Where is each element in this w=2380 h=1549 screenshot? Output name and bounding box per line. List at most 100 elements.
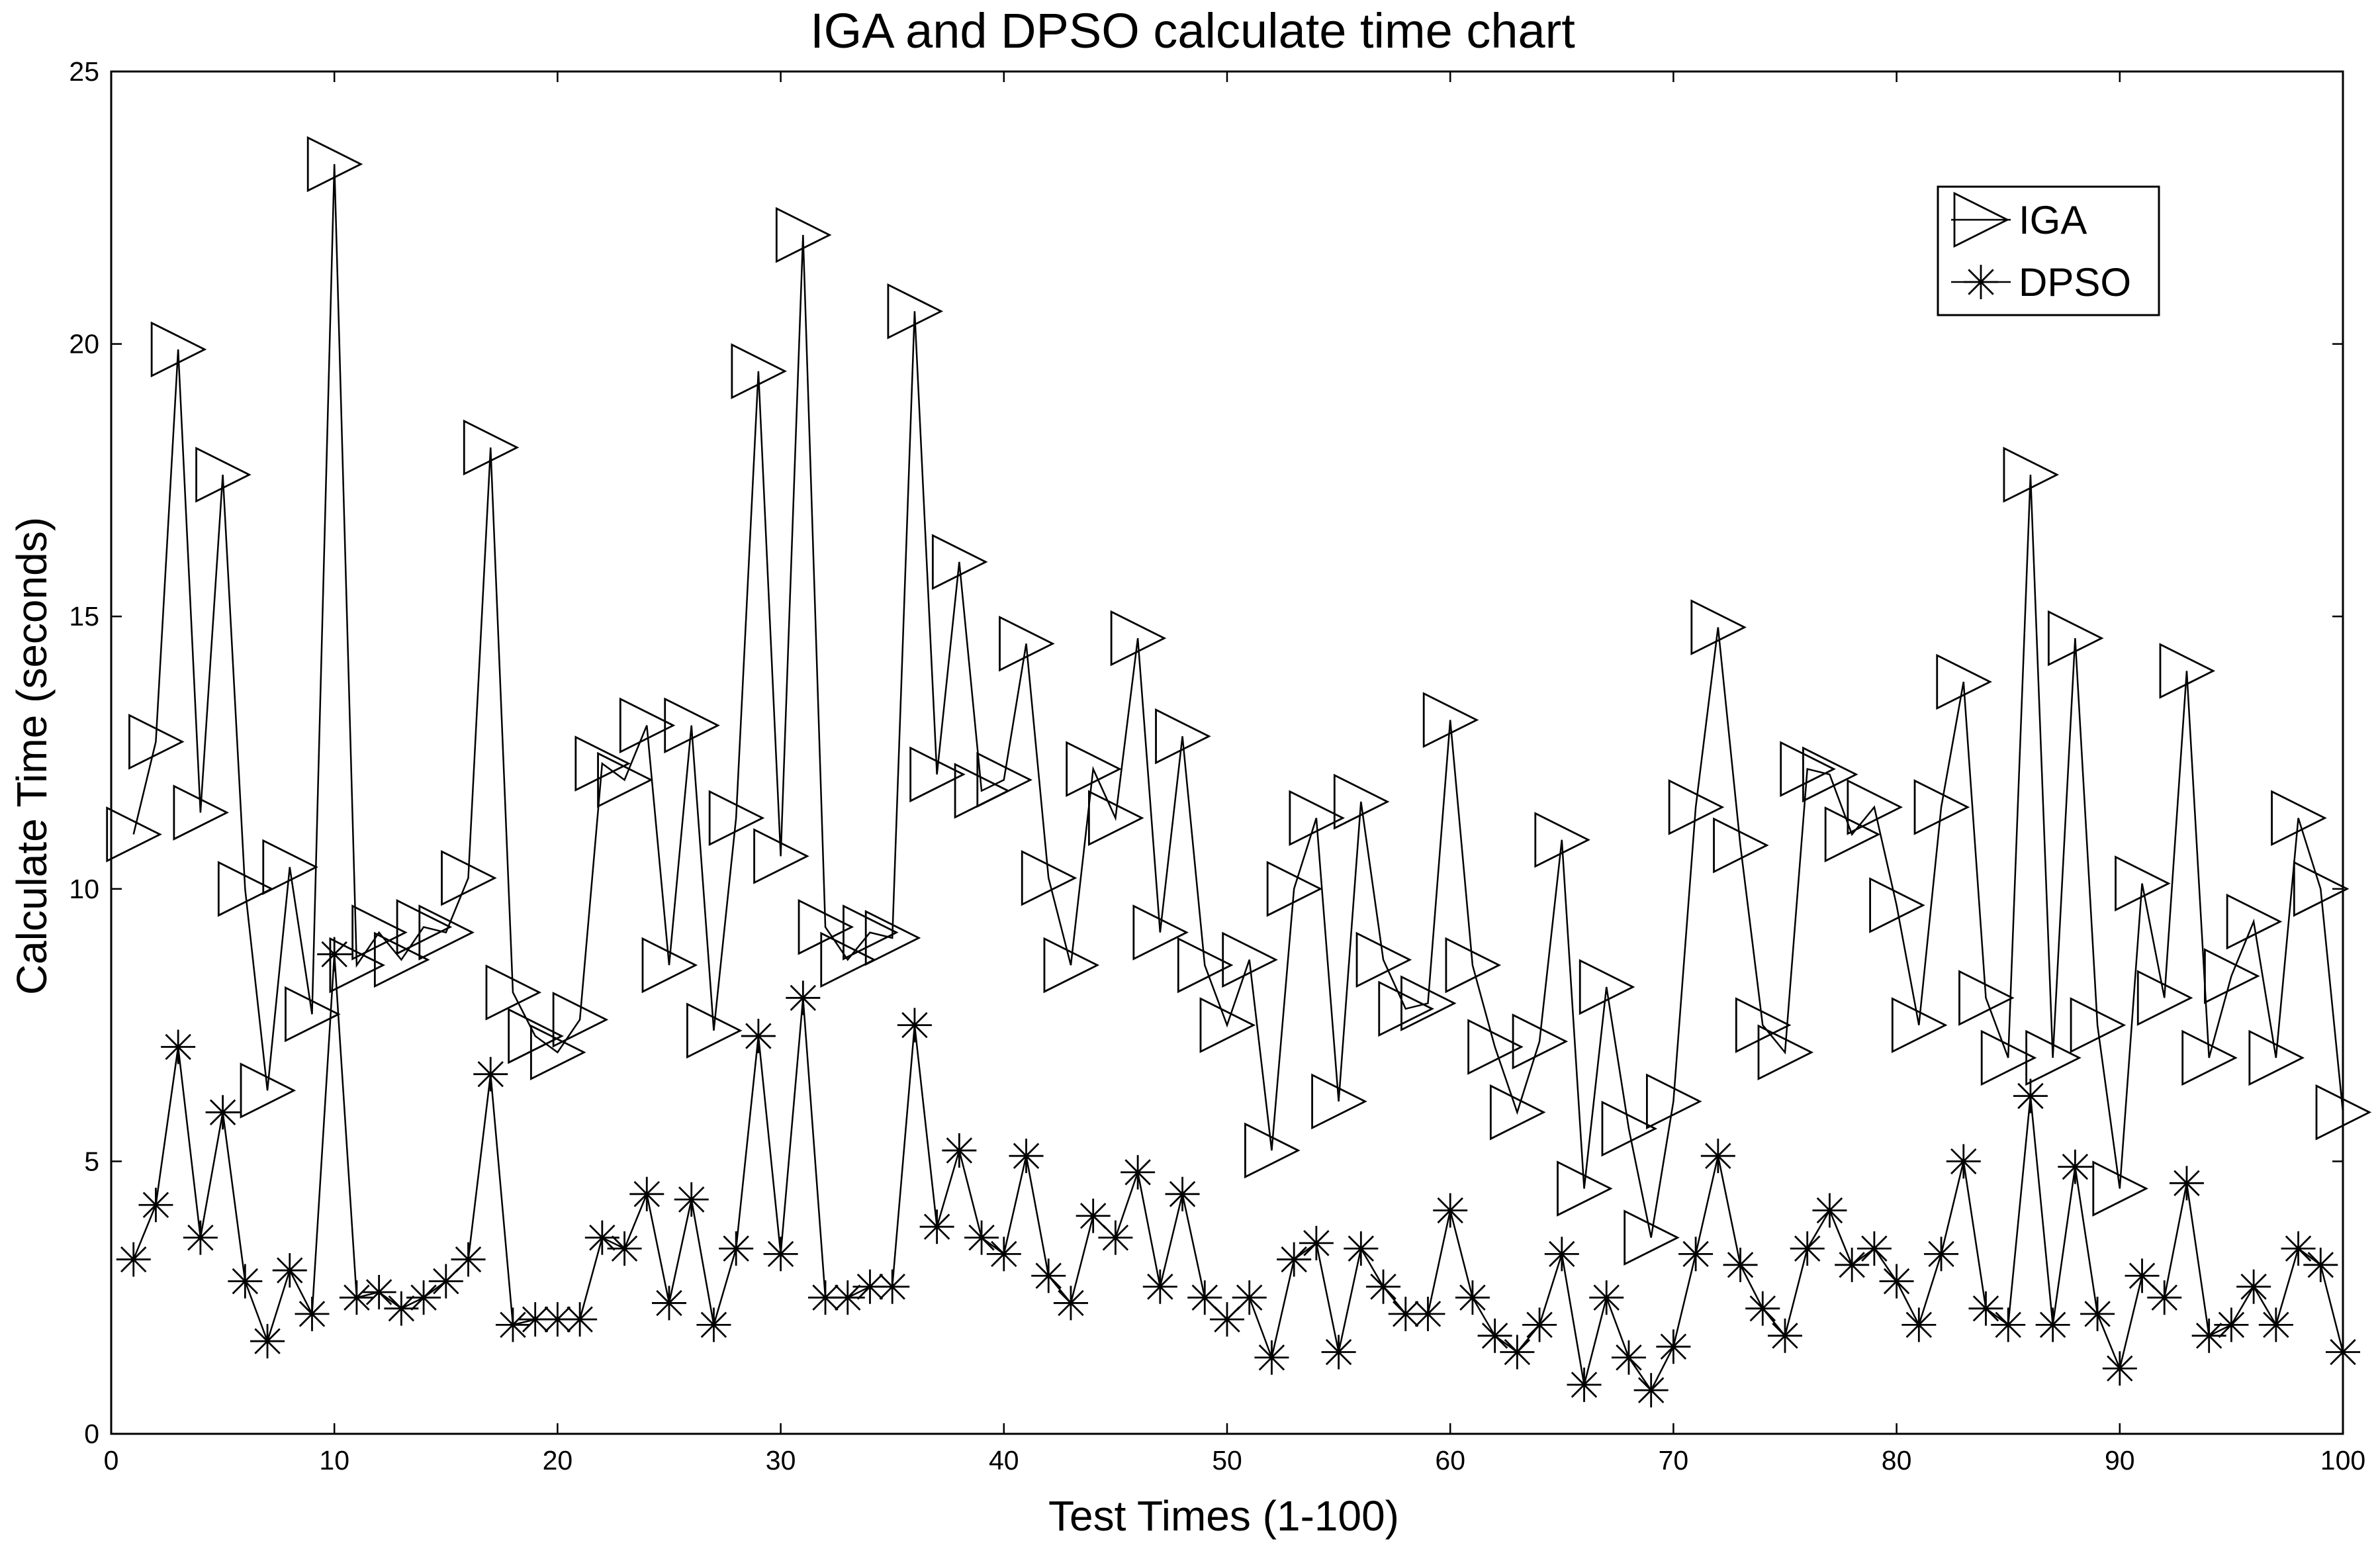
y-tick-label: 10 bbox=[69, 874, 99, 904]
iga-point bbox=[1021, 850, 1077, 906]
asterisk-stroke bbox=[2218, 1311, 2245, 1338]
x-tick-label: 60 bbox=[1435, 1445, 1465, 1476]
asterisk-stroke bbox=[1169, 1181, 1196, 1207]
asterisk-stroke bbox=[209, 1099, 236, 1126]
asterisk-stroke bbox=[1682, 1241, 1709, 1268]
legend-marker-iga bbox=[1953, 191, 2010, 248]
dpso-point bbox=[1879, 1264, 1914, 1299]
iga-point bbox=[1400, 975, 1457, 1031]
asterisk-stroke bbox=[1393, 1301, 1419, 1327]
iga-point bbox=[441, 850, 497, 906]
dpso-point bbox=[696, 1307, 731, 1342]
asterisk-stroke bbox=[1839, 1252, 1865, 1278]
dpso-point bbox=[1678, 1237, 1714, 1272]
asterisk-stroke bbox=[477, 1060, 504, 1088]
dpso-point bbox=[272, 1253, 307, 1288]
dpso-point bbox=[1254, 1340, 1289, 1375]
iga-point bbox=[931, 534, 988, 590]
asterisk-stroke bbox=[991, 1241, 1017, 1268]
iga-point bbox=[262, 839, 318, 896]
dpso-point bbox=[1500, 1335, 1535, 1370]
asterisk-stroke bbox=[1481, 1323, 1508, 1349]
dpso-point bbox=[2191, 1318, 2226, 1353]
dpso-point bbox=[830, 1280, 865, 1315]
dpso-point bbox=[1522, 1307, 1557, 1342]
asterisk-stroke bbox=[1013, 1143, 1040, 1169]
asterisk-stroke bbox=[1950, 1148, 1977, 1175]
iga-point bbox=[2047, 610, 2104, 667]
asterisk-stroke bbox=[544, 1306, 571, 1333]
iga-point bbox=[798, 899, 854, 955]
iga-point bbox=[1199, 997, 1256, 1053]
dpso-point bbox=[1031, 1258, 1066, 1293]
dpso-point bbox=[2147, 1280, 2182, 1315]
y-tick-label: 25 bbox=[69, 56, 99, 87]
dpso-point bbox=[942, 1133, 977, 1168]
dpso-point bbox=[986, 1237, 1021, 1272]
asterisk-stroke bbox=[2195, 1323, 2222, 1349]
asterisk-stroke bbox=[767, 1241, 794, 1268]
legend-item-iga: IGA bbox=[1951, 191, 2087, 248]
dpso-point bbox=[1433, 1193, 1468, 1228]
iga-point bbox=[1646, 1073, 1702, 1130]
iga-point bbox=[217, 861, 274, 917]
iga-point bbox=[2136, 970, 2193, 1026]
iga-point bbox=[708, 790, 765, 847]
asterisk-stroke bbox=[879, 1274, 905, 1300]
dpso-point bbox=[2058, 1149, 2093, 1184]
asterisk-stroke bbox=[388, 1295, 415, 1322]
dpso-point bbox=[2169, 1166, 2204, 1201]
dpso-point bbox=[2102, 1351, 2137, 1386]
dpso-point bbox=[607, 1231, 642, 1266]
asterisk-stroke bbox=[1236, 1284, 1263, 1311]
asterisk-stroke bbox=[611, 1235, 638, 1262]
asterisk-stroke bbox=[1504, 1338, 1531, 1366]
iga-point bbox=[1244, 1122, 1301, 1179]
iga-point bbox=[1333, 773, 1390, 830]
asterisk-stroke bbox=[2307, 1252, 2334, 1278]
dpso-point bbox=[1410, 1296, 1445, 1331]
asterisk-stroke bbox=[232, 1268, 259, 1295]
iga-point bbox=[1512, 1013, 1569, 1070]
dpso-point bbox=[473, 1056, 508, 1092]
iga-point bbox=[552, 992, 609, 1048]
iga-point bbox=[1088, 790, 1144, 847]
asterisk-stroke bbox=[700, 1311, 727, 1338]
asterisk-stroke bbox=[968, 1224, 995, 1251]
asterisk-stroke bbox=[2107, 1355, 2133, 1382]
asterisk-stroke bbox=[187, 1224, 214, 1251]
iga-point bbox=[351, 904, 408, 961]
dpso-point bbox=[1076, 1198, 1111, 1233]
dpso-point bbox=[1187, 1280, 1222, 1315]
dpso-point bbox=[339, 1280, 374, 1315]
asterisk-stroke bbox=[2017, 1082, 2044, 1109]
asterisk-stroke bbox=[522, 1306, 549, 1333]
dpso-point bbox=[116, 1242, 151, 1277]
dpso-point bbox=[1210, 1302, 1244, 1337]
dpso-point bbox=[1455, 1280, 1490, 1315]
asterisk-stroke bbox=[2128, 1262, 2156, 1289]
iga-point bbox=[1601, 1100, 1658, 1157]
asterisk-stroke bbox=[790, 984, 817, 1011]
asterisk-stroke bbox=[1079, 1203, 1107, 1229]
asterisk-stroke bbox=[142, 1192, 169, 1218]
dpso-point bbox=[495, 1307, 530, 1342]
dpso-point bbox=[875, 1269, 910, 1304]
iga-point bbox=[1780, 741, 1836, 797]
iga-point bbox=[2248, 1029, 2305, 1086]
x-tick-label: 0 bbox=[104, 1445, 119, 1476]
dpso-point bbox=[1723, 1247, 1758, 1282]
legend-label-dpso: DPSO bbox=[2019, 260, 2131, 305]
asterisk-stroke bbox=[1058, 1290, 1084, 1317]
asterisk-stroke bbox=[500, 1311, 526, 1338]
dpso-point bbox=[964, 1220, 999, 1255]
dpso-point bbox=[2258, 1307, 2293, 1342]
iga-point bbox=[1489, 1084, 1546, 1141]
x-tick-label: 10 bbox=[319, 1445, 349, 1476]
dpso-point bbox=[1299, 1225, 1334, 1260]
dpso-point bbox=[1121, 1154, 1156, 1190]
asterisk-stroke bbox=[1370, 1274, 1396, 1300]
iga-point bbox=[418, 904, 475, 961]
iga-point bbox=[619, 697, 676, 754]
